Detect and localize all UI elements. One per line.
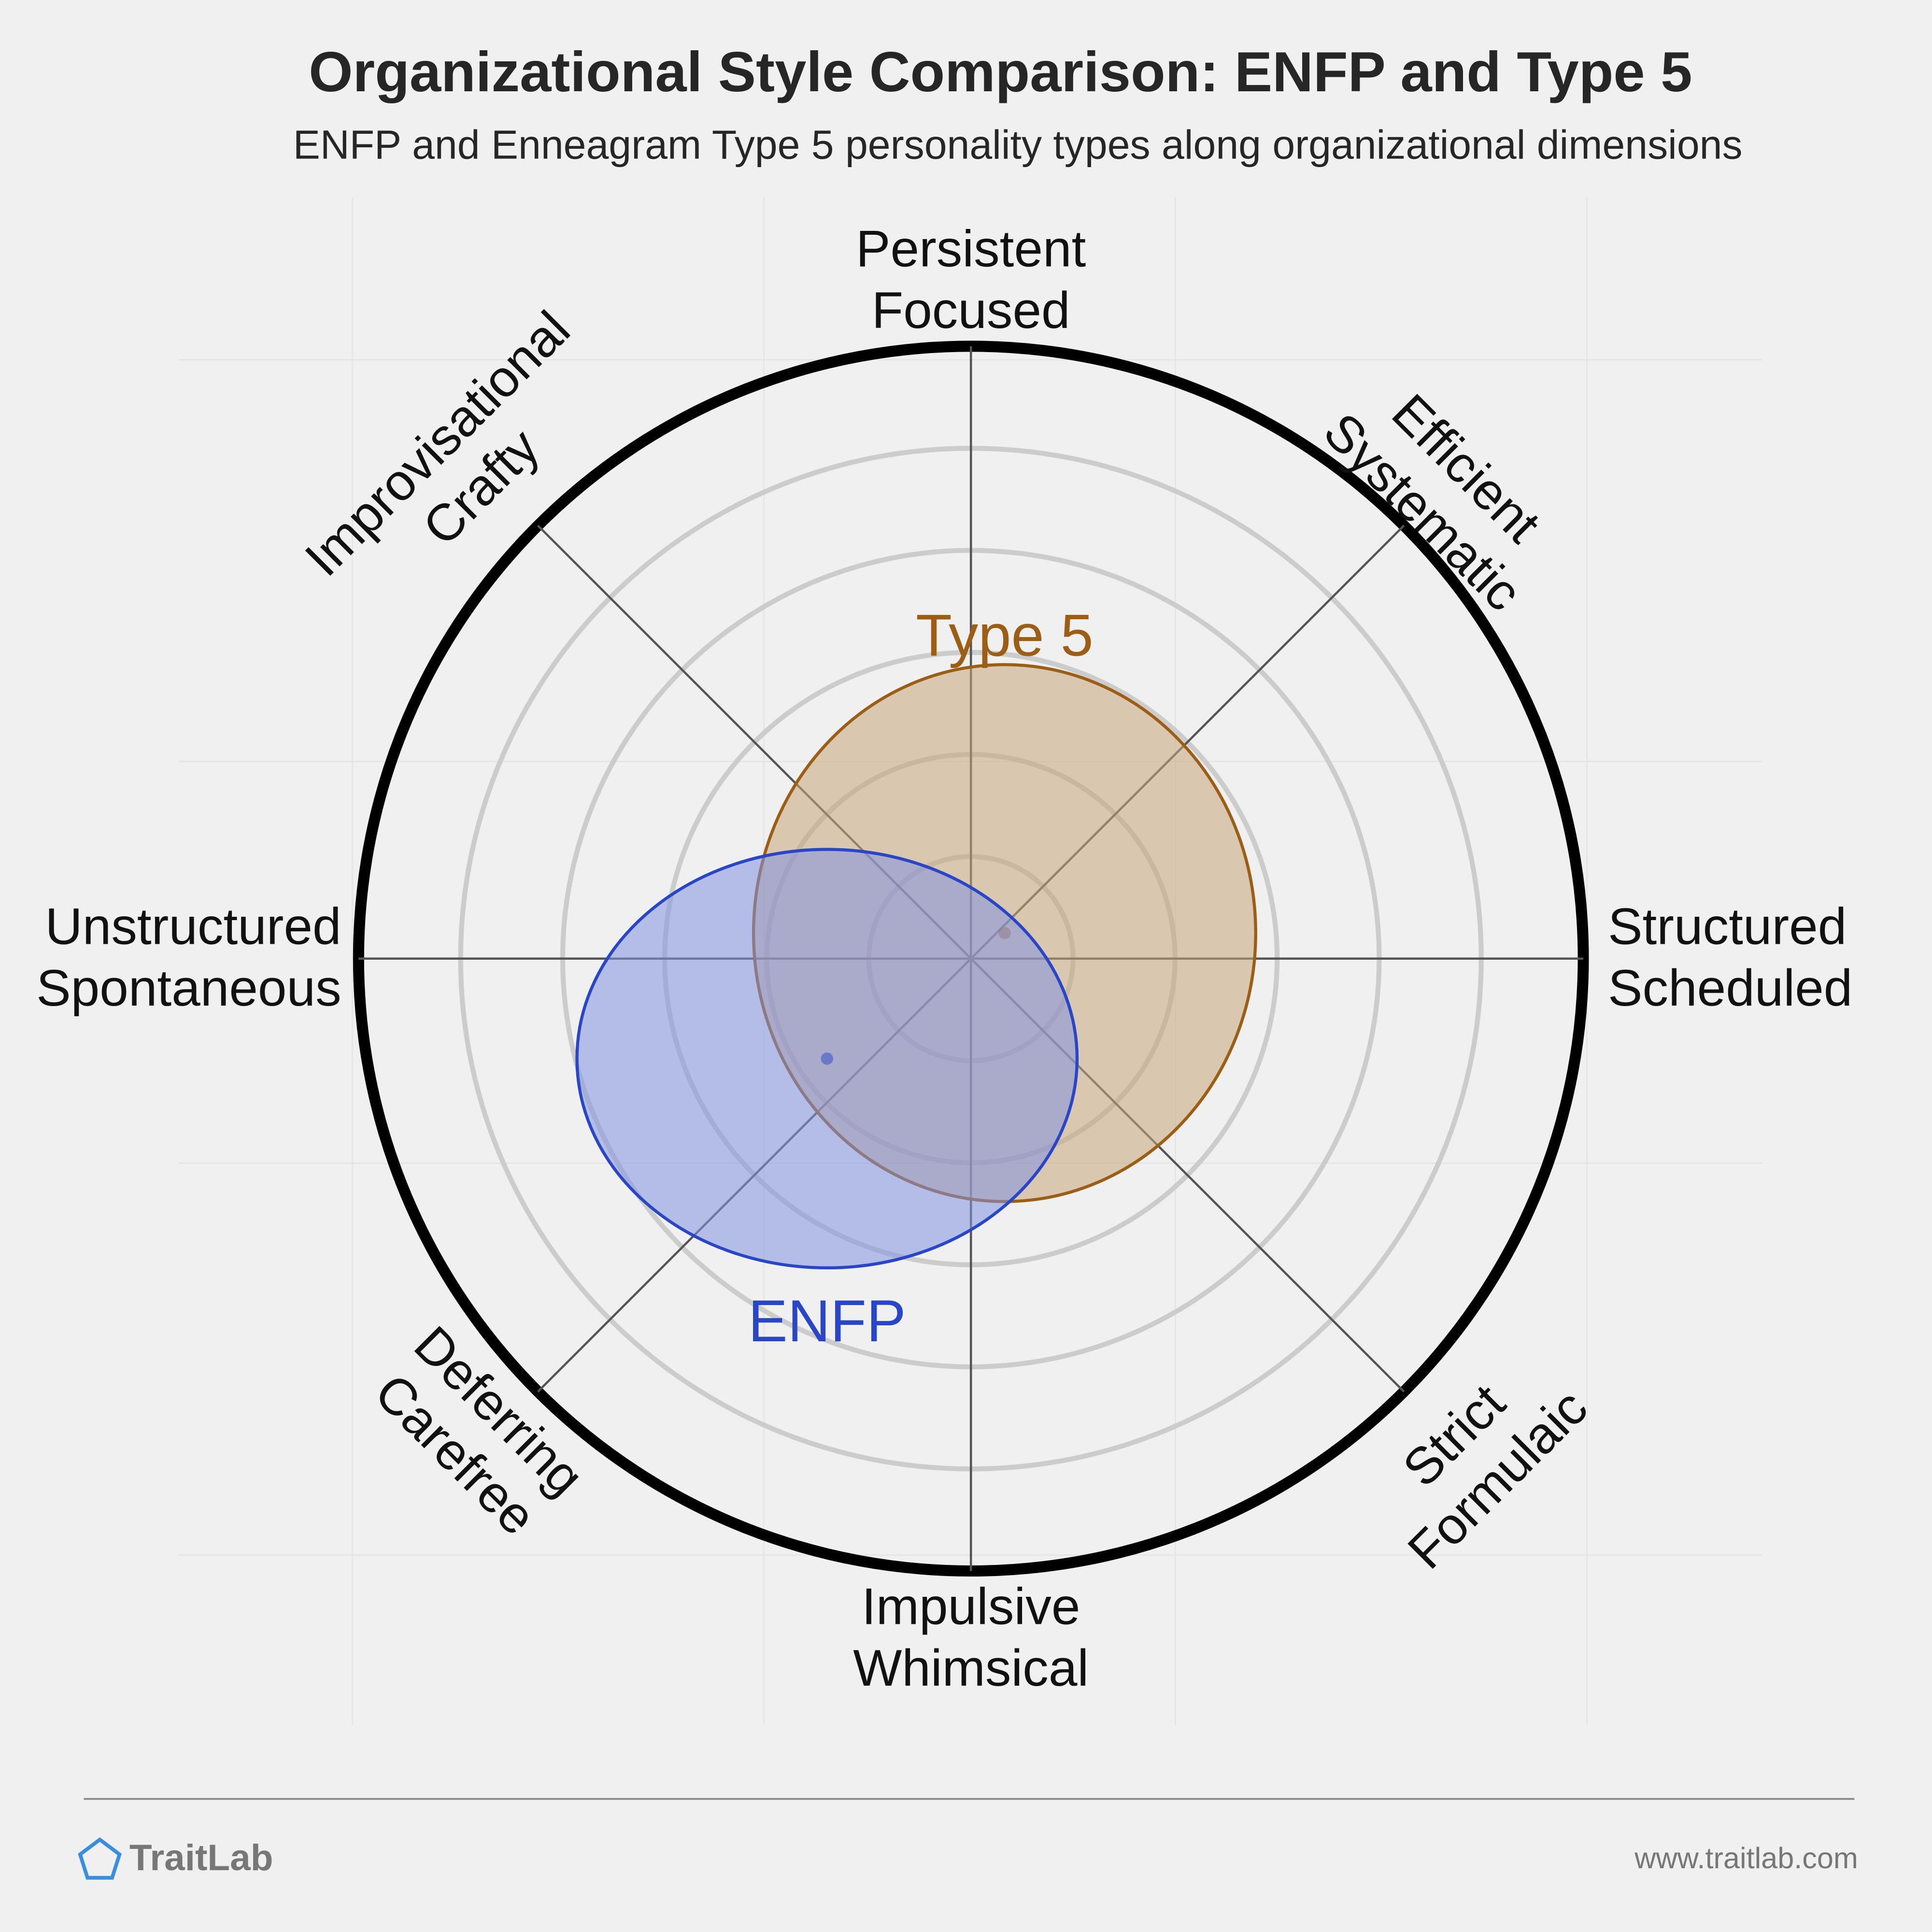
chart-subtitle: ENFP and Enneagram Type 5 personality ty…: [293, 122, 1743, 167]
axis-label-line: Unstructured: [45, 897, 341, 955]
axis-label-line: Spontaneous: [36, 959, 341, 1017]
url: www.traitlab.com: [1634, 1842, 1858, 1875]
chart-title: Organizational Style Comparison: ENFP an…: [309, 40, 1692, 103]
logo-icon: [78, 1837, 122, 1880]
series-label: Type 5: [916, 602, 1094, 668]
axis-label-line: Scheduled: [1608, 959, 1852, 1017]
brand: TraitLab: [129, 1837, 273, 1878]
series-label: ENFP: [748, 1288, 906, 1354]
axis-label-line: Persistent: [856, 219, 1086, 277]
axis-label-line: Impulsive: [862, 1577, 1080, 1635]
series-center: [821, 1052, 834, 1065]
axis-label-line: Focused: [872, 281, 1070, 339]
axis-label-line: Structured: [1608, 897, 1847, 955]
axis-label-line: Whimsical: [853, 1639, 1089, 1697]
